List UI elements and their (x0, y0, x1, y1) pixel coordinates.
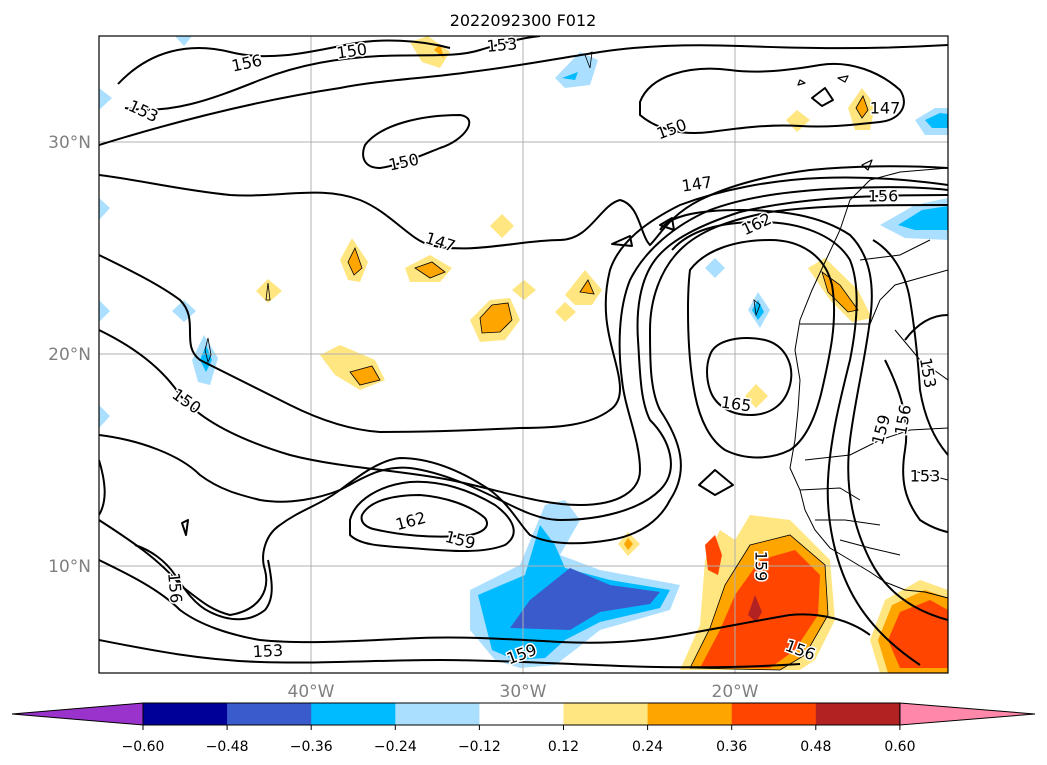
shading-orange-blob-1-core (480, 303, 512, 333)
contour-label: 153 (252, 641, 283, 662)
colorbar-segment (227, 703, 312, 725)
shading-outlines (204, 51, 869, 671)
shading-cyan-blob-ne2 (925, 113, 948, 128)
colorbar-extend-high (899, 702, 1036, 726)
colorbar-segment (815, 703, 901, 725)
colorbar-tick-label: 0.36 (716, 739, 747, 755)
colorbar-segment (479, 703, 564, 725)
colorbar-tick-label: 0.60 (884, 739, 915, 755)
shading-blue-south (510, 568, 660, 630)
shading-blue-edge-4 (99, 405, 110, 428)
map-gridlines (99, 36, 948, 673)
shading-blue-edge-2 (99, 198, 110, 220)
shading-orange-blob-4-core (348, 248, 362, 275)
map-area (99, 36, 948, 673)
colorbar-tick-label: 0.12 (548, 739, 579, 755)
contour-label: 153 (910, 467, 941, 486)
shading-darkred-africa (748, 595, 762, 622)
contour-label: 156 (868, 187, 899, 206)
colorbar-segment (311, 703, 396, 725)
shading-yellow-dot-7 (512, 280, 536, 300)
coastlines (789, 167, 948, 599)
contour-label: 150 (335, 39, 368, 62)
shading-blue-edge-3 (99, 300, 110, 322)
latitude-labels: 30°N 20°N 10°N (48, 133, 91, 577)
colorbar-tick-label: −0.60 (122, 739, 165, 755)
colorbar-tick-label: −0.12 (458, 739, 501, 755)
shading-orange-blob-2-core (350, 366, 380, 385)
shading-orange-blob-3-core (415, 262, 445, 278)
colorbar-tick-label: −0.24 (374, 739, 417, 755)
colorbar-frame (142, 702, 901, 726)
shading-orange-dot-4 (624, 538, 633, 550)
shading-patches (99, 36, 948, 673)
shading-cyan-blob-n (562, 72, 578, 80)
shading-blue-dot-1 (172, 300, 196, 322)
shading-yellow-dot-5 (745, 384, 768, 408)
shading-yellow-dot-1 (490, 214, 514, 238)
colorbar-extend-low (11, 702, 144, 726)
colorbar-tick-label: 0.24 (632, 739, 663, 755)
colorbar-segment (731, 703, 817, 725)
chart-title: 2022092300 F012 (450, 11, 597, 30)
colorbar-tick-label: 0.48 (800, 739, 831, 755)
lon-label-20w: 20°W (712, 682, 759, 702)
shading-orange-blob-8 (410, 36, 450, 68)
lon-label-40w: 40°W (288, 682, 335, 702)
shading-red-se (888, 600, 948, 668)
contour-label: 165 (720, 392, 753, 415)
contour-label: 156 (164, 572, 186, 604)
shading-orange-blob-5-core (580, 280, 594, 294)
contour-label: 147 (870, 99, 901, 118)
longitude-labels: 40°W 30°W 20°W (288, 682, 759, 702)
colorbar-segment (395, 703, 480, 725)
colorbar: −0.60 −0.48 −0.36 −0.24 −0.12 0.12 0.24 0.36 0.4… (11, 702, 1036, 755)
shading-red-small (705, 535, 722, 575)
height-contours (99, 36, 948, 669)
map-frame (98, 35, 949, 674)
lon-label-30w: 30°W (500, 682, 547, 702)
colorbar-tick-label: −0.36 (290, 739, 333, 755)
contour-label: 159 (752, 551, 771, 582)
shading-cyan-blob-ne (898, 206, 948, 230)
lat-label-20n: 20°N (48, 345, 91, 365)
contour-label: 153 (486, 34, 518, 56)
shading-blue-dot-top (175, 36, 192, 46)
contour-label: 150 (387, 150, 421, 175)
colorbar-tick-label: −0.48 (206, 739, 249, 755)
contour-label: 147 (680, 172, 713, 195)
shading-blue-dot-2 (705, 258, 725, 278)
colorbar-segment (647, 703, 733, 725)
colorbar-segment (143, 703, 228, 725)
shading-yellow-dot-2 (555, 302, 576, 322)
colorbar-segment (563, 703, 649, 725)
lat-label-30n: 30°N (48, 133, 91, 153)
shading-blue-edge-1 (99, 88, 112, 110)
lat-label-10n: 10°N (48, 557, 91, 577)
